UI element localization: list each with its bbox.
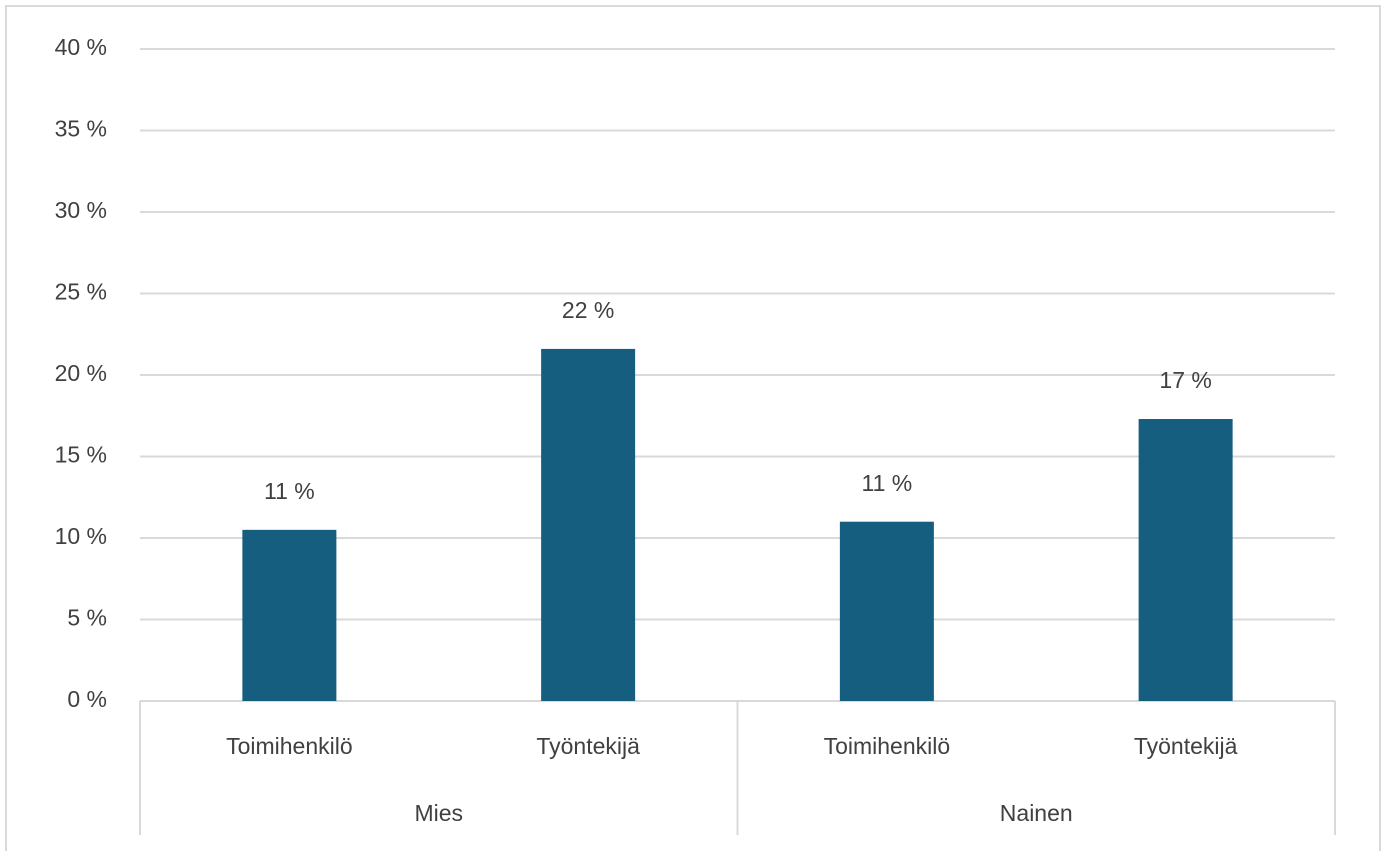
y-tick-label: 15 %: [55, 442, 107, 468]
y-tick-label: 0 %: [67, 686, 107, 712]
x-tick-label: Toimihenkilö: [824, 733, 951, 759]
y-tick-label: 20 %: [55, 360, 107, 386]
group-label: Mies: [414, 800, 463, 826]
bar: [541, 348, 636, 701]
bar: [1138, 419, 1233, 701]
x-tick-label: Työntekijä: [1134, 733, 1238, 759]
value-label: 11 %: [264, 478, 315, 504]
x-tick-label: Työntekijä: [536, 733, 640, 759]
y-tick-label: 30 %: [55, 197, 107, 223]
value-label: 17 %: [1159, 367, 1211, 393]
y-tick-label: 35 %: [55, 116, 107, 142]
y-tick-label: 40 %: [55, 34, 107, 60]
x-tick-label: Toimihenkilö: [226, 733, 353, 759]
y-tick-label: 25 %: [55, 279, 107, 305]
group-label: Nainen: [1000, 800, 1073, 826]
bar: [839, 521, 934, 701]
bar: [242, 529, 337, 701]
value-label: 11 %: [862, 470, 913, 496]
y-tick-label: 10 %: [55, 523, 107, 549]
y-tick-label: 5 %: [67, 605, 107, 631]
value-label: 22 %: [562, 297, 614, 323]
